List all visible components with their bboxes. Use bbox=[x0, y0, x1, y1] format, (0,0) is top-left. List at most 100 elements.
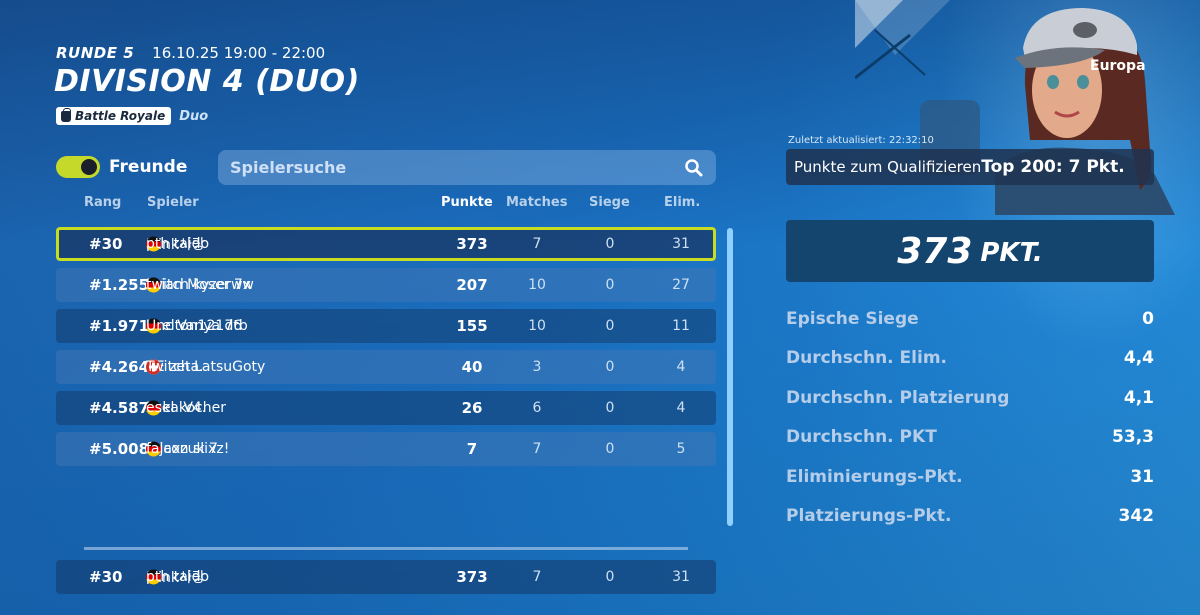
mode-badge-label: Battle Royale bbox=[75, 109, 166, 123]
player-two-name: Unc Vanya dtb bbox=[146, 318, 248, 334]
row-matches: 7 bbox=[532, 441, 542, 457]
player-two-name: esel kocher bbox=[146, 400, 226, 416]
qualify-label: Punkte zum Qualifizieren bbox=[794, 158, 982, 176]
stat-elim-points: Eliminierungs-Pkt. 31 bbox=[786, 467, 1154, 489]
stat-label: Durchschn. PKT bbox=[786, 427, 937, 447]
player-one-name: shelton12176 bbox=[146, 318, 243, 334]
toggle-knob bbox=[81, 159, 97, 175]
total-points-unit: PKT. bbox=[980, 238, 1043, 268]
pinned-self-row[interactable]: #30 Mink사랑 & pth taido 373 7 0 31 bbox=[56, 560, 716, 594]
table-row[interactable]: #4.264 RE zeta. & Twitch LatsuGoty 40 3 … bbox=[56, 350, 716, 384]
column-matches[interactable]: Matches bbox=[506, 195, 568, 210]
row-elims: 31 bbox=[672, 236, 690, 252]
qualify-value: Top 200: 7 Pkt. bbox=[981, 157, 1125, 177]
stat-label: Durchschn. Elim. bbox=[786, 348, 947, 368]
row-wins: 0 bbox=[605, 277, 615, 293]
friends-filter[interactable]: Freunde bbox=[56, 156, 187, 178]
row-matches: 6 bbox=[532, 400, 542, 416]
mode-info: Battle Royale Duo bbox=[56, 107, 208, 125]
stat-label: Eliminierungs-Pkt. bbox=[786, 467, 963, 487]
player-search[interactable] bbox=[218, 150, 716, 185]
row-matches: 7 bbox=[532, 569, 542, 585]
search-input[interactable] bbox=[230, 158, 684, 177]
row-points: 155 bbox=[456, 317, 488, 335]
player-two-name: falcon slixz! bbox=[146, 441, 230, 457]
row-wins: 0 bbox=[605, 400, 615, 416]
germany-flag-icon bbox=[146, 400, 161, 416]
column-elims[interactable]: Elim. bbox=[664, 195, 701, 210]
row-wins: 0 bbox=[605, 236, 615, 252]
row-rank: #1.971 bbox=[89, 317, 150, 335]
player-one-name: fojaxzuk 7 bbox=[146, 441, 218, 457]
stat-value: 31 bbox=[1130, 467, 1154, 487]
stat-value: 4,4 bbox=[1123, 348, 1154, 368]
search-icon[interactable] bbox=[684, 158, 704, 178]
row-points: 373 bbox=[456, 568, 488, 586]
column-wins[interactable]: Siege bbox=[589, 195, 630, 210]
stat-value: 342 bbox=[1118, 506, 1155, 526]
stat-value: 0 bbox=[1142, 309, 1154, 329]
row-points: 207 bbox=[456, 276, 488, 294]
total-points-value: 373 bbox=[897, 230, 973, 272]
leaderboard-scrollbar[interactable] bbox=[727, 228, 733, 526]
table-row[interactable]: #4.587 Luka V4. & esel kocher 26 6 0 4 bbox=[56, 391, 716, 425]
row-rank: #30 bbox=[89, 235, 123, 253]
friends-toggle[interactable] bbox=[56, 156, 100, 178]
player-two-name: pth taido bbox=[146, 569, 210, 585]
column-player: Spieler bbox=[147, 195, 199, 210]
row-elims: 4 bbox=[676, 359, 686, 375]
table-row-self[interactable]: #30 Mink사랑 & pth taido 373 7 0 31 bbox=[56, 227, 716, 261]
last-updated: Zuletzt aktualisiert: 22:32:10 bbox=[788, 135, 934, 146]
stat-value: 53,3 bbox=[1112, 427, 1154, 447]
row-wins: 0 bbox=[605, 441, 615, 457]
germany-flag-icon bbox=[146, 569, 161, 585]
germany-flag-icon bbox=[146, 236, 161, 252]
stat-avg-points: Durchschn. PKT 53,3 bbox=[786, 427, 1154, 449]
player-two-name: twitch kyzerww bbox=[146, 277, 254, 293]
stat-avg-elims: Durchschn. Elim. 4,4 bbox=[786, 348, 1154, 370]
row-points: 40 bbox=[461, 358, 483, 376]
row-rank: #4.587 bbox=[89, 399, 150, 417]
row-rank: #1.255 bbox=[89, 276, 150, 294]
row-elims: 31 bbox=[672, 569, 690, 585]
row-points: 26 bbox=[461, 399, 483, 417]
round-time: 16.10.25 19:00 - 22:00 bbox=[152, 44, 326, 62]
column-points[interactable]: Punkte bbox=[441, 195, 493, 210]
germany-flag-icon bbox=[146, 277, 161, 293]
table-row[interactable]: #1.971 shelton12176 & Unc Vanya dtb 155 … bbox=[56, 309, 716, 343]
table-row[interactable]: #5.008 fojaxzuk 7 & falcon slixz! 7 7 0 … bbox=[56, 432, 716, 466]
mode-sub-label: Duo bbox=[179, 108, 209, 124]
player-one-name: Luka V4. bbox=[146, 400, 207, 416]
stat-label: Platzierungs-Pkt. bbox=[786, 506, 952, 526]
stat-label: Durchschn. Platzierung bbox=[786, 388, 1010, 408]
round-info: RUNDE 5 16.10.25 19:00 - 22:00 bbox=[56, 44, 325, 62]
table-row[interactable]: #1.255 Brian Moser 7x & twitch kyzerww 2… bbox=[56, 268, 716, 302]
stat-avg-placement: Durchschn. Platzierung 4,1 bbox=[786, 388, 1154, 410]
page-title: DIVISION 4 (DUO) bbox=[54, 64, 360, 99]
row-elims: 4 bbox=[676, 400, 686, 416]
table-header: Rang Spieler Punkte Matches Siege Elim. bbox=[56, 195, 716, 211]
mode-badge: Battle Royale bbox=[56, 107, 172, 125]
row-rank: #4.264 bbox=[89, 358, 150, 376]
row-elims: 27 bbox=[672, 277, 690, 293]
row-rank: #5.008 bbox=[89, 440, 150, 458]
row-wins: 0 bbox=[605, 359, 615, 375]
row-elims: 5 bbox=[676, 441, 686, 457]
qualification-bar: Punkte zum Qualifizieren Top 200: 7 Pkt. bbox=[786, 149, 1154, 185]
row-wins: 0 bbox=[605, 569, 615, 585]
bag-icon bbox=[61, 107, 71, 122]
stat-epic-wins: Epische Siege 0 bbox=[786, 309, 1154, 331]
row-points: 7 bbox=[466, 440, 478, 458]
player-two-name: Twitch LatsuGoty bbox=[146, 359, 266, 375]
row-matches: 3 bbox=[532, 359, 542, 375]
row-rank: #30 bbox=[89, 568, 123, 586]
switzerland-flag-icon bbox=[146, 359, 161, 375]
list-divider bbox=[84, 547, 688, 550]
round-label: RUNDE 5 bbox=[56, 44, 135, 62]
stat-placement-points: Platzierungs-Pkt. 342 bbox=[786, 506, 1154, 528]
row-elims: 11 bbox=[672, 318, 690, 334]
germany-flag-icon bbox=[146, 441, 161, 457]
row-matches: 7 bbox=[532, 236, 542, 252]
row-matches: 10 bbox=[528, 277, 546, 293]
region-label: Europa bbox=[1090, 58, 1146, 74]
